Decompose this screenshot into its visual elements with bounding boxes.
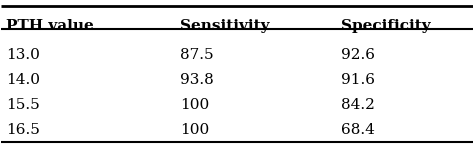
Text: 100: 100	[181, 98, 210, 112]
Text: 14.0: 14.0	[6, 73, 40, 87]
Text: Sensitivity: Sensitivity	[181, 19, 270, 33]
Text: 91.6: 91.6	[341, 73, 374, 87]
Text: 68.4: 68.4	[341, 123, 374, 137]
Text: 16.5: 16.5	[6, 123, 40, 137]
Text: 100: 100	[181, 123, 210, 137]
Text: PTH value: PTH value	[6, 19, 94, 33]
Text: 87.5: 87.5	[181, 47, 214, 62]
Text: 93.8: 93.8	[181, 73, 214, 87]
Text: 15.5: 15.5	[6, 98, 40, 112]
Text: 13.0: 13.0	[6, 47, 40, 62]
Text: 84.2: 84.2	[341, 98, 374, 112]
Text: 92.6: 92.6	[341, 47, 374, 62]
Text: Specificity: Specificity	[341, 19, 430, 33]
